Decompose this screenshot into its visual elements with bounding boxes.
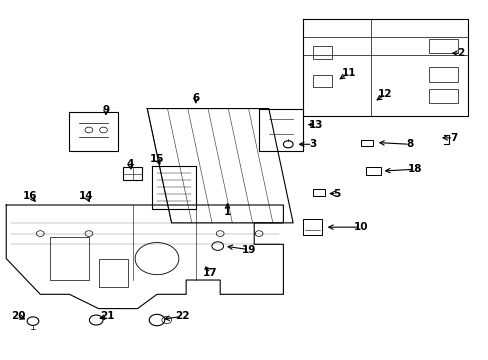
Text: 12: 12: [378, 89, 392, 99]
Text: 13: 13: [308, 120, 323, 130]
Bar: [366, 167, 380, 175]
Text: 14: 14: [79, 191, 94, 201]
Text: 16: 16: [23, 191, 38, 201]
Bar: [312, 189, 324, 196]
Text: 4: 4: [126, 159, 134, 169]
Text: 18: 18: [407, 164, 421, 174]
Text: 17: 17: [203, 268, 217, 278]
Text: 6: 6: [192, 93, 199, 103]
Text: 10: 10: [353, 222, 367, 232]
Text: 21: 21: [100, 311, 114, 321]
Bar: [428, 39, 458, 53]
Bar: [99, 258, 127, 287]
Text: 20: 20: [11, 311, 25, 321]
Text: 15: 15: [149, 154, 164, 163]
Text: 1: 1: [224, 207, 231, 217]
Text: 3: 3: [308, 139, 316, 149]
Bar: [428, 67, 458, 82]
Bar: [50, 237, 89, 280]
Text: 19: 19: [242, 245, 256, 255]
Text: 8: 8: [406, 139, 412, 149]
Bar: [312, 46, 331, 59]
Text: 22: 22: [175, 311, 189, 321]
Bar: [122, 167, 142, 180]
Bar: [302, 219, 322, 235]
Text: 5: 5: [333, 189, 340, 199]
Text: 7: 7: [449, 133, 456, 143]
Bar: [312, 75, 331, 87]
Text: 9: 9: [102, 105, 109, 115]
Text: 2: 2: [456, 48, 464, 58]
Text: 11: 11: [341, 68, 356, 78]
Bar: [361, 140, 372, 146]
Bar: [428, 89, 458, 103]
